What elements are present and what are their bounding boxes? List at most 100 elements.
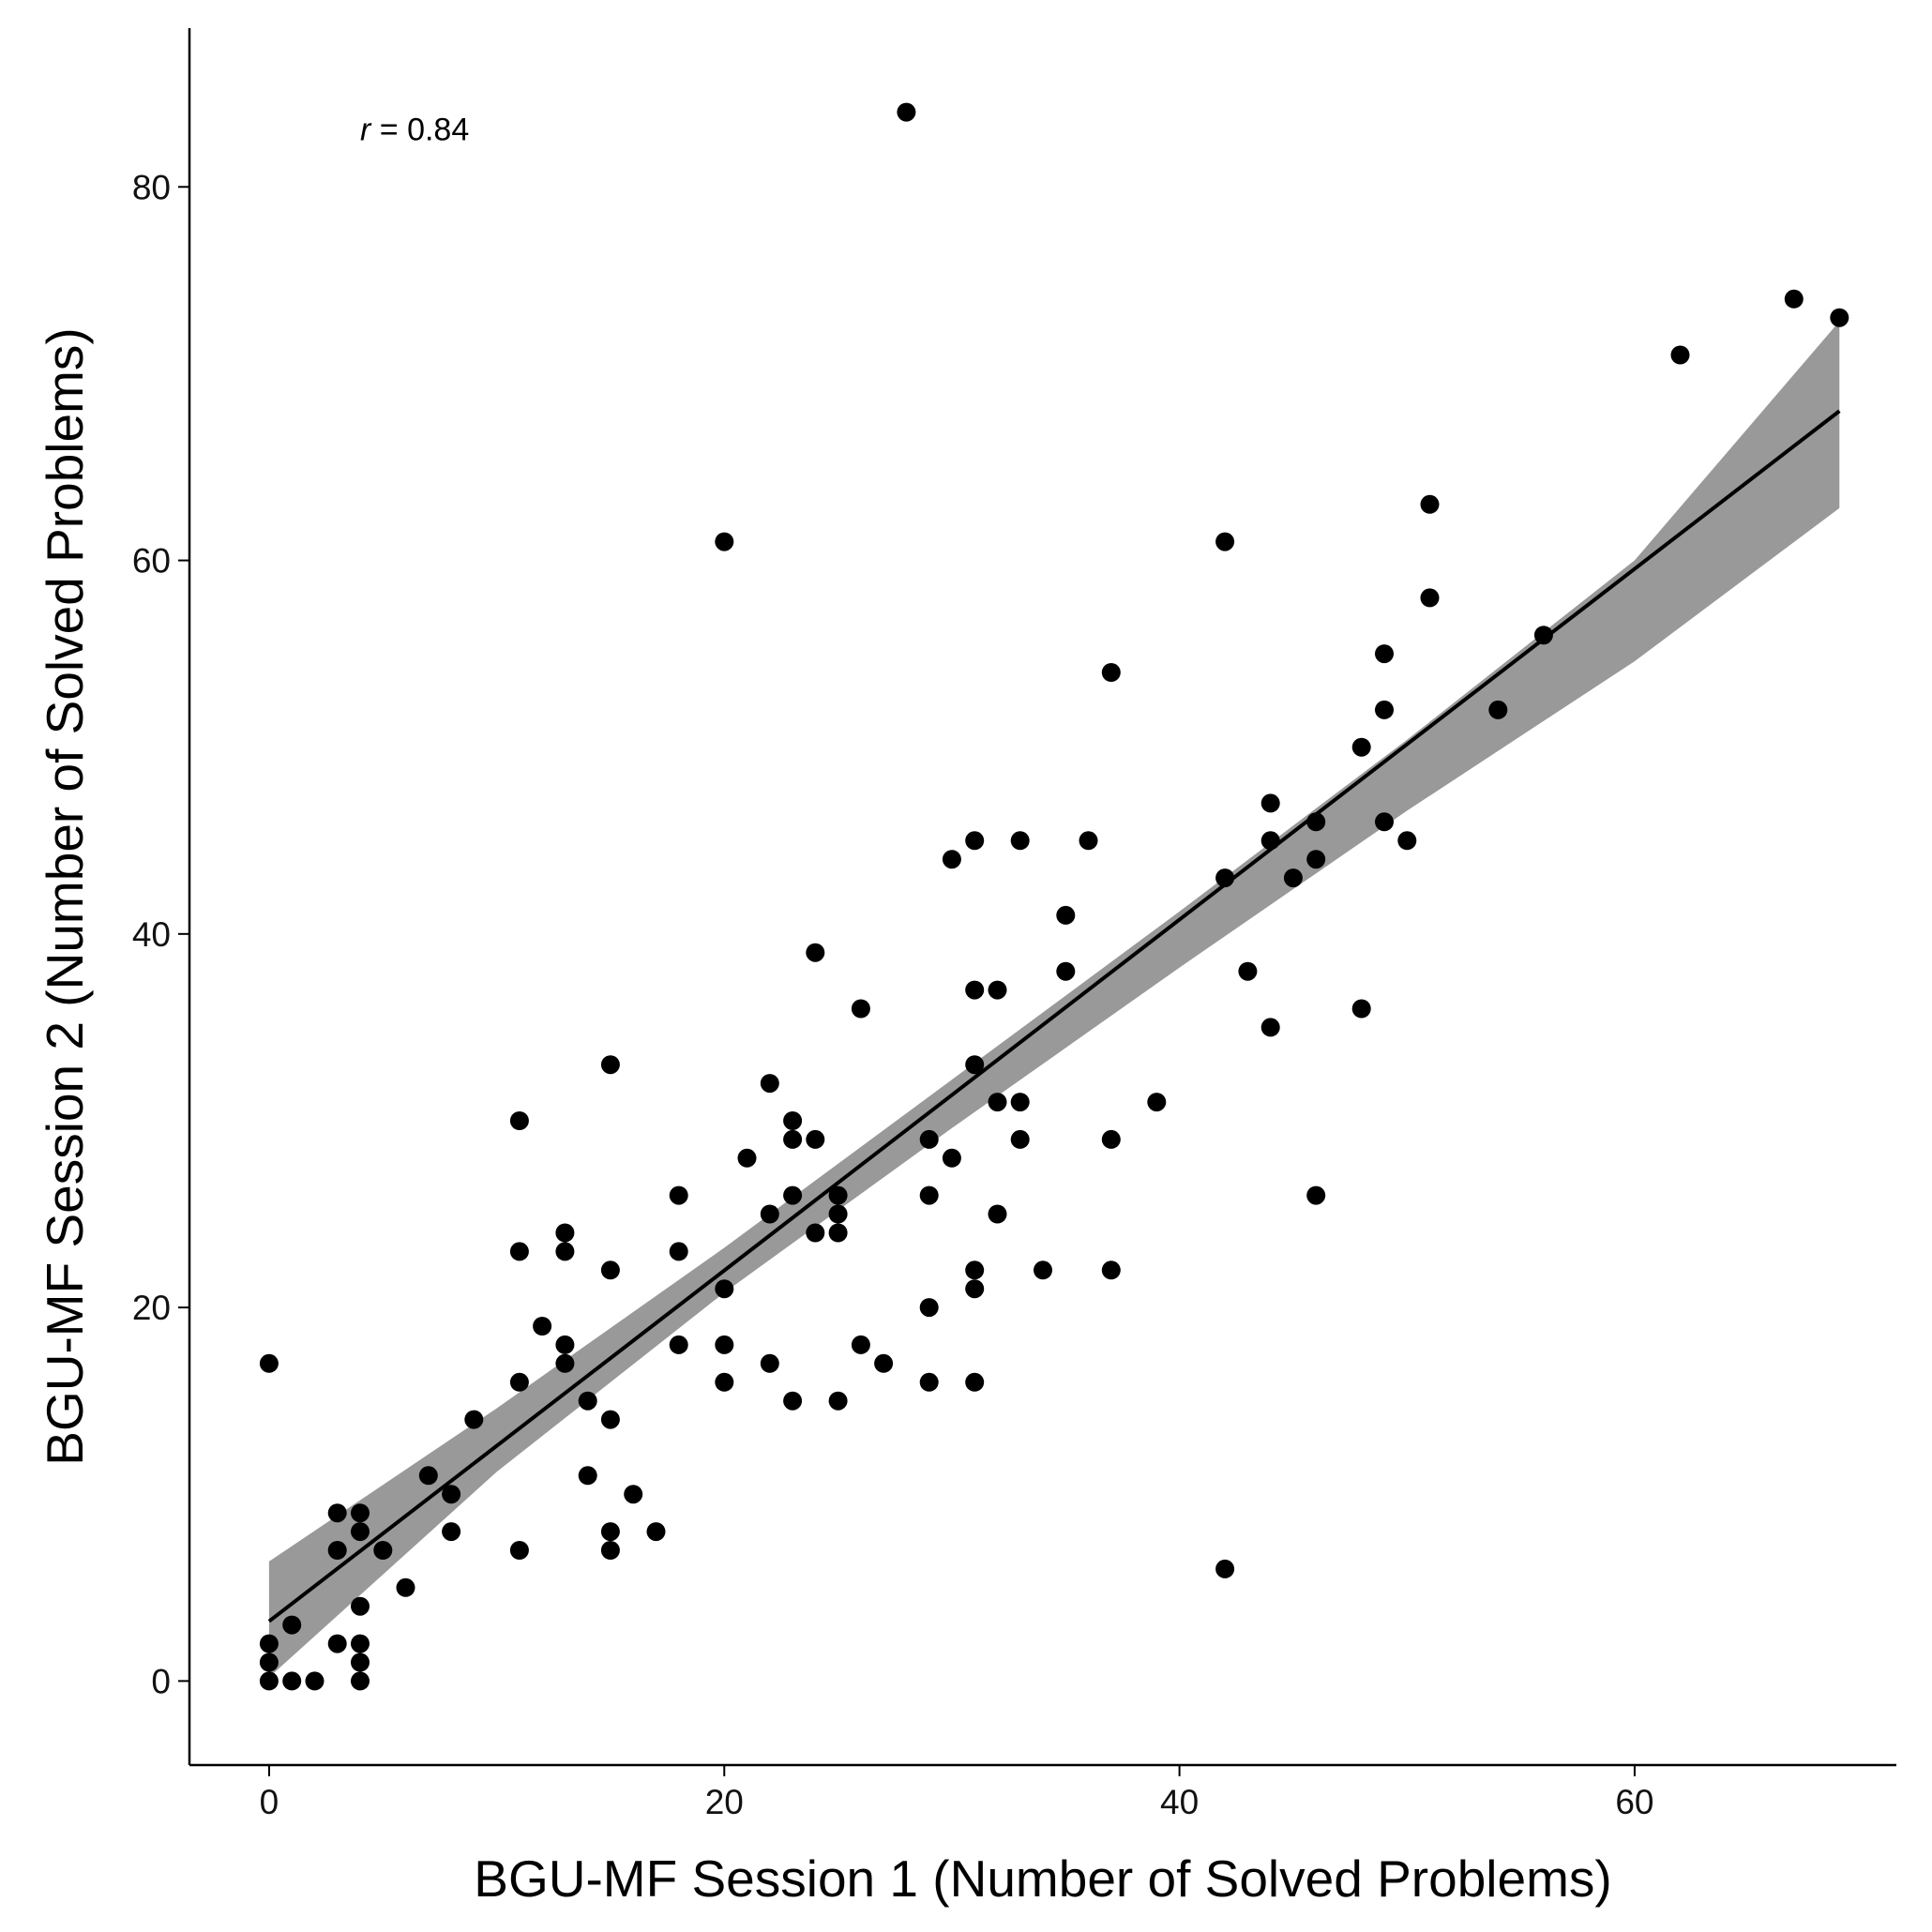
data-point: [760, 1074, 779, 1094]
data-point: [1010, 1093, 1030, 1112]
correlation-annotation: r = 0.84: [360, 112, 469, 147]
data-point: [259, 1653, 279, 1672]
data-point: [1375, 700, 1394, 719]
y-tick-label: 0: [151, 1662, 171, 1700]
data-point: [509, 1541, 529, 1560]
data-points-layer: [259, 102, 1849, 1691]
data-point: [1260, 1018, 1280, 1037]
data-point: [259, 1634, 279, 1653]
data-point: [509, 1372, 529, 1392]
data-point: [600, 1410, 620, 1429]
data-point: [1101, 1129, 1121, 1149]
data-point: [919, 1298, 939, 1318]
data-point: [555, 1242, 575, 1261]
data-point: [351, 1653, 370, 1672]
confidence-band: [268, 321, 1840, 1678]
y-tick-label: 60: [132, 542, 171, 581]
data-point: [396, 1577, 415, 1597]
data-point: [669, 1185, 688, 1205]
data-point: [783, 1185, 803, 1205]
x-tick-label: 40: [1160, 1783, 1199, 1821]
data-point: [1306, 1185, 1326, 1205]
data-point: [1306, 812, 1326, 832]
data-point: [1420, 588, 1440, 608]
data-point: [351, 1503, 370, 1523]
data-point: [327, 1634, 347, 1653]
data-point: [919, 1185, 939, 1205]
data-point: [600, 1055, 620, 1075]
data-point: [783, 1129, 803, 1149]
data-point: [919, 1129, 939, 1149]
data-point: [600, 1541, 620, 1560]
data-point: [806, 1223, 825, 1243]
data-point: [965, 1279, 985, 1299]
y-axis-title: BGU-MF Session 2 (Number of Solved Probl…: [36, 327, 94, 1465]
data-point: [555, 1353, 575, 1373]
data-point: [965, 1260, 985, 1280]
data-point: [760, 1204, 779, 1224]
x-axis-title: BGU-MF Session 1 (Number of Solved Probl…: [474, 1849, 1611, 1908]
data-point: [806, 943, 825, 962]
data-point: [1056, 961, 1076, 981]
data-point: [1260, 831, 1280, 851]
data-point: [1260, 793, 1280, 813]
data-point: [442, 1485, 461, 1504]
data-point: [828, 1391, 848, 1411]
data-point: [1670, 345, 1690, 365]
data-point: [1010, 831, 1030, 851]
data-point: [965, 980, 985, 1000]
data-point: [418, 1466, 438, 1486]
data-point: [282, 1671, 302, 1691]
regression-line: [267, 409, 1841, 1623]
data-point: [715, 1279, 734, 1299]
data-point: [806, 1129, 825, 1149]
data-point: [715, 532, 734, 551]
y-tick-label: 40: [132, 915, 171, 954]
data-point: [715, 1335, 734, 1354]
data-point: [351, 1596, 370, 1616]
data-point: [1784, 289, 1804, 309]
data-point: [737, 1148, 757, 1168]
data-point: [600, 1522, 620, 1542]
annotation-value: = 0.84: [370, 112, 469, 147]
data-point: [1375, 812, 1394, 832]
data-point: [1283, 868, 1303, 888]
data-point: [351, 1634, 370, 1653]
data-point: [305, 1671, 325, 1691]
data-point: [1351, 999, 1371, 1019]
data-point: [828, 1185, 848, 1205]
data-point: [442, 1522, 461, 1542]
annotation-r-symbol: r: [360, 112, 372, 147]
data-point: [464, 1410, 484, 1429]
data-point: [327, 1541, 347, 1560]
data-point: [533, 1317, 552, 1336]
data-point: [988, 1093, 1007, 1112]
data-point: [1238, 961, 1258, 981]
data-point: [1079, 831, 1098, 851]
data-point: [373, 1541, 393, 1560]
data-point: [783, 1111, 803, 1130]
confidence-band-layer: [268, 321, 1840, 1678]
data-point: [1101, 663, 1121, 682]
data-point: [1010, 1129, 1030, 1149]
y-tick-label: 20: [132, 1289, 171, 1327]
data-point: [1215, 868, 1235, 888]
data-point: [851, 1335, 870, 1354]
x-tick-label: 0: [260, 1783, 279, 1821]
data-point: [965, 1372, 985, 1392]
data-point: [351, 1671, 370, 1691]
x-tick-label: 60: [1615, 1783, 1653, 1821]
data-point: [578, 1466, 597, 1486]
data-point: [600, 1260, 620, 1280]
data-point: [669, 1335, 688, 1354]
regression-line-layer: [267, 409, 1841, 1623]
data-point: [669, 1242, 688, 1261]
data-point: [1397, 831, 1417, 851]
data-point: [282, 1615, 302, 1635]
data-point: [351, 1522, 370, 1542]
data-point: [1420, 494, 1440, 514]
data-point: [509, 1111, 529, 1130]
data-point: [259, 1671, 279, 1691]
data-point: [1147, 1093, 1167, 1112]
data-point: [1306, 850, 1326, 869]
